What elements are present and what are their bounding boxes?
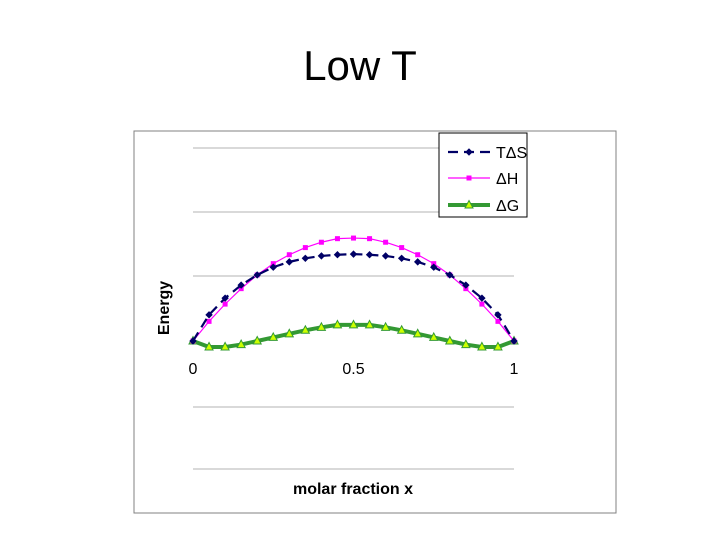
data-point-triangle	[461, 339, 471, 349]
data-point-square	[222, 301, 228, 307]
chart-area-border	[133, 130, 617, 514]
data-point-square	[399, 245, 405, 251]
series-0	[189, 250, 518, 345]
data-point-diamond	[333, 251, 342, 259]
data-point-diamond	[301, 254, 310, 263]
data-point-triangle	[428, 331, 439, 341]
data-point-square	[367, 236, 373, 242]
data-point-diamond	[446, 271, 454, 279]
legend-label: ΔH	[496, 171, 518, 188]
legend-label: TΔS	[496, 145, 527, 162]
data-point-diamond	[349, 250, 358, 258]
data-point-diamond	[413, 258, 422, 266]
legend-entry: TΔS	[448, 145, 527, 162]
data-point-square	[415, 252, 421, 258]
data-point-triangle	[220, 341, 230, 351]
data-point-diamond	[510, 337, 518, 345]
data-point-triangle	[284, 328, 295, 338]
x-tick-label: 1	[510, 361, 519, 378]
data-point-square	[383, 239, 389, 245]
data-point-diamond	[397, 254, 406, 263]
data-point-square	[334, 236, 340, 242]
data-point-diamond	[285, 258, 294, 266]
data-point-triangle	[348, 319, 359, 329]
y-axis-label: Energy	[156, 281, 173, 335]
x-tick-labels: 0 0.5 1	[189, 361, 519, 378]
data-point-diamond	[381, 252, 390, 260]
series-2	[188, 319, 519, 351]
data-point-diamond	[365, 251, 374, 259]
data-point-triangle	[316, 321, 327, 331]
data-point-triangle	[464, 199, 474, 209]
data-point-diamond	[253, 271, 261, 279]
data-point-square	[318, 239, 324, 245]
data-point-triangle	[477, 341, 487, 351]
data-point-diamond	[430, 263, 438, 271]
data-point-diamond	[494, 311, 502, 319]
data-point-square	[302, 245, 308, 251]
data-point-triangle	[332, 319, 343, 329]
data-point-square	[495, 318, 501, 324]
data-point-square	[286, 252, 292, 258]
data-point-square	[479, 301, 485, 307]
slide-title: Low T	[303, 42, 417, 89]
x-tick-label: 0.5	[342, 361, 364, 378]
data-point-diamond	[237, 281, 245, 289]
series-layer	[188, 235, 519, 351]
data-point-square	[206, 318, 212, 324]
data-point-triangle	[493, 341, 503, 351]
data-point-square	[466, 175, 472, 181]
x-tick-label: 0	[189, 361, 198, 378]
data-point-diamond	[462, 281, 470, 289]
data-point-diamond	[478, 294, 486, 302]
legend-entry: ΔG	[448, 198, 519, 215]
data-point-diamond	[269, 263, 277, 271]
data-point-triangle	[236, 339, 246, 349]
data-point-triangle	[204, 341, 214, 351]
data-point-triangle	[412, 328, 423, 338]
data-point-diamond	[465, 148, 473, 156]
legend: TΔS ΔH ΔG	[438, 132, 528, 218]
x-axis-label: molar fraction x	[293, 481, 413, 498]
data-point-diamond	[189, 337, 197, 345]
data-point-triangle	[268, 331, 279, 341]
data-point-triangle	[380, 321, 391, 331]
data-point-square	[351, 235, 356, 241]
data-point-triangle	[252, 335, 263, 345]
data-point-diamond	[221, 294, 229, 302]
data-point-triangle	[444, 335, 455, 345]
data-point-triangle	[364, 319, 375, 329]
data-point-triangle	[300, 324, 311, 334]
data-point-diamond	[205, 311, 213, 319]
data-point-triangle	[396, 324, 407, 334]
legend-entry: ΔH	[448, 171, 518, 188]
data-point-diamond	[317, 252, 326, 260]
legend-label: ΔG	[496, 198, 519, 215]
